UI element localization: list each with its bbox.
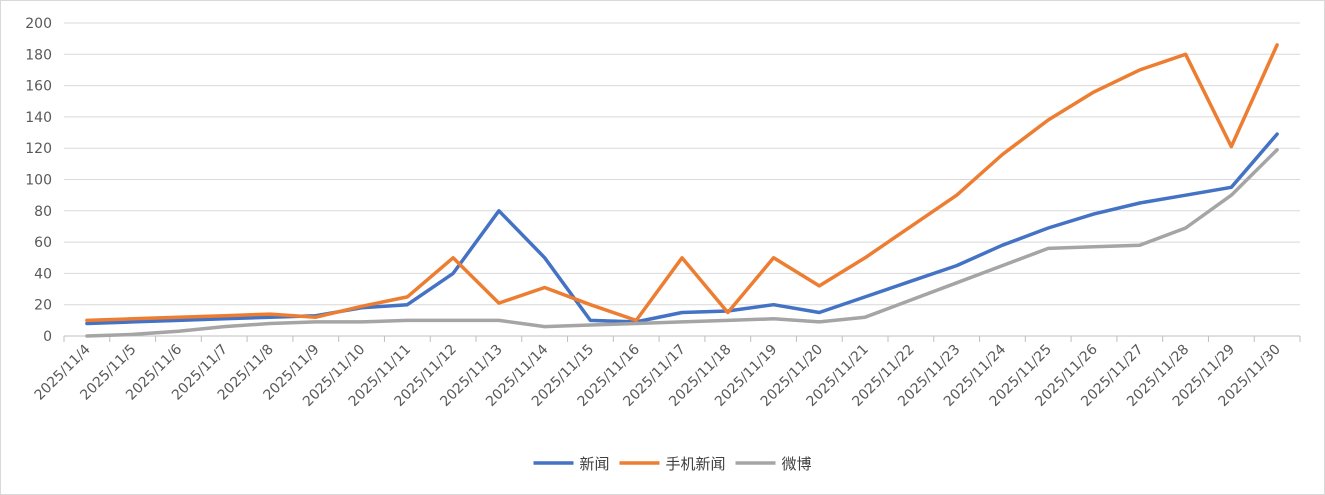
legend-label: 微博 (782, 455, 812, 473)
y-tick-label: 160 (25, 79, 52, 95)
y-tick-label: 80 (34, 204, 52, 220)
series-line-手机新闻 (85, 43, 1279, 323)
y-tick-label: 100 (25, 173, 52, 189)
series-lines (85, 43, 1279, 338)
y-tick-label: 40 (34, 266, 52, 282)
x-axis-ticks: 2025/11/42025/11/52025/11/62025/11/72025… (32, 341, 1284, 409)
y-axis-ticks: 0 20 40 60 80 100 120 140 160 180 200 (25, 16, 52, 345)
legend-label: 手机新闻 (666, 455, 726, 473)
legend-label: 新闻 (580, 455, 610, 473)
y-tick-label: 140 (25, 110, 52, 126)
legend: 新闻 手机新闻 微博 (533, 455, 812, 473)
y-tick-label: 0 (43, 329, 52, 345)
y-tick-label: 60 (34, 235, 52, 251)
series-line-新闻 (85, 132, 1279, 326)
series-line-微博 (85, 148, 1279, 338)
y-tick-label: 200 (25, 16, 52, 32)
y-tick-label: 120 (25, 141, 52, 157)
y-tick-label: 20 (34, 298, 52, 314)
gridlines (63, 22, 1301, 342)
y-tick-label: 180 (25, 47, 52, 63)
